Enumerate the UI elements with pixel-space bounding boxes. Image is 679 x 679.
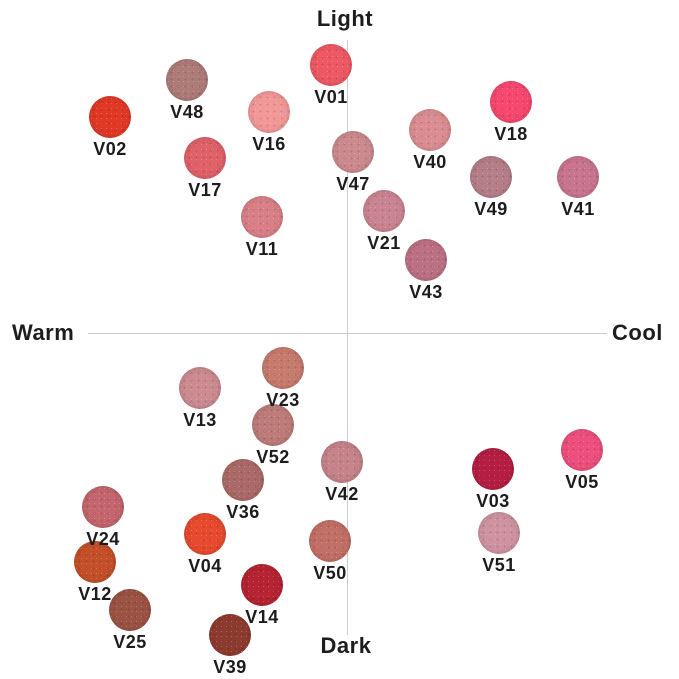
swatch-label-v52: V52: [256, 447, 290, 467]
horizontal-axis-line: [88, 333, 607, 334]
swatch-label-v02: V02: [93, 139, 127, 159]
swatch-label-v40: V40: [413, 152, 447, 172]
swatch-v23: [262, 347, 304, 389]
axis-label-light: Light: [316, 6, 374, 31]
swatch-v47: [332, 131, 374, 173]
swatch-label-v23: V23: [266, 390, 300, 410]
swatch-label-v42: V42: [325, 484, 359, 504]
swatch-label-v13: V13: [183, 410, 217, 430]
swatch-v25: [109, 589, 151, 631]
swatch-v04: [184, 513, 226, 555]
swatch-v24: [82, 486, 124, 528]
vertical-axis-line: [347, 40, 348, 635]
swatch-label-v12: V12: [78, 584, 112, 604]
swatch-label-v14: V14: [245, 607, 279, 627]
swatch-v21: [363, 190, 405, 232]
swatch-v12: [74, 541, 116, 583]
swatch-label-v24: V24: [86, 529, 120, 549]
swatch-v51: [478, 512, 520, 554]
swatch-v14: [241, 564, 283, 606]
swatch-label-v05: V05: [565, 472, 599, 492]
swatch-label-v16: V16: [252, 134, 286, 154]
swatch-label-v51: V51: [482, 555, 516, 575]
swatch-label-v04: V04: [188, 556, 222, 576]
swatch-label-v43: V43: [409, 282, 443, 302]
axis-label-dark: Dark: [320, 633, 372, 658]
swatch-v01: [310, 44, 352, 86]
swatch-label-v17: V17: [188, 180, 222, 200]
swatch-v48: [166, 59, 208, 101]
swatch-label-v39: V39: [213, 657, 247, 677]
swatch-v16: [248, 91, 290, 133]
swatch-v11: [241, 196, 283, 238]
axis-label-warm: Warm: [12, 320, 75, 345]
swatch-v18: [490, 81, 532, 123]
swatch-v03: [472, 448, 514, 490]
swatch-label-v49: V49: [474, 199, 508, 219]
swatch-label-v25: V25: [113, 632, 147, 652]
swatch-label-v41: V41: [561, 199, 595, 219]
axis-label-cool: Cool: [612, 320, 663, 345]
swatch-v41: [557, 156, 599, 198]
swatch-v43: [405, 239, 447, 281]
swatch-v02: [89, 96, 131, 138]
swatch-v52: [252, 404, 294, 446]
swatch-v13: [179, 367, 221, 409]
swatch-v17: [184, 137, 226, 179]
swatch-v05: [561, 429, 603, 471]
swatch-label-v48: V48: [170, 102, 204, 122]
swatch-label-v03: V03: [476, 491, 510, 511]
swatch-v49: [470, 156, 512, 198]
swatch-v36: [222, 459, 264, 501]
swatch-label-v18: V18: [494, 124, 528, 144]
swatch-label-v50: V50: [313, 563, 347, 583]
swatch-label-v01: V01: [314, 87, 348, 107]
swatch-label-v47: V47: [336, 174, 370, 194]
swatch-label-v11: V11: [245, 239, 279, 259]
swatch-label-v36: V36: [226, 502, 260, 522]
swatch-v42: [321, 441, 363, 483]
swatch-v50: [309, 520, 351, 562]
swatch-v40: [409, 109, 451, 151]
swatch-label-v21: V21: [367, 233, 401, 253]
swatch-v39: [209, 614, 251, 656]
